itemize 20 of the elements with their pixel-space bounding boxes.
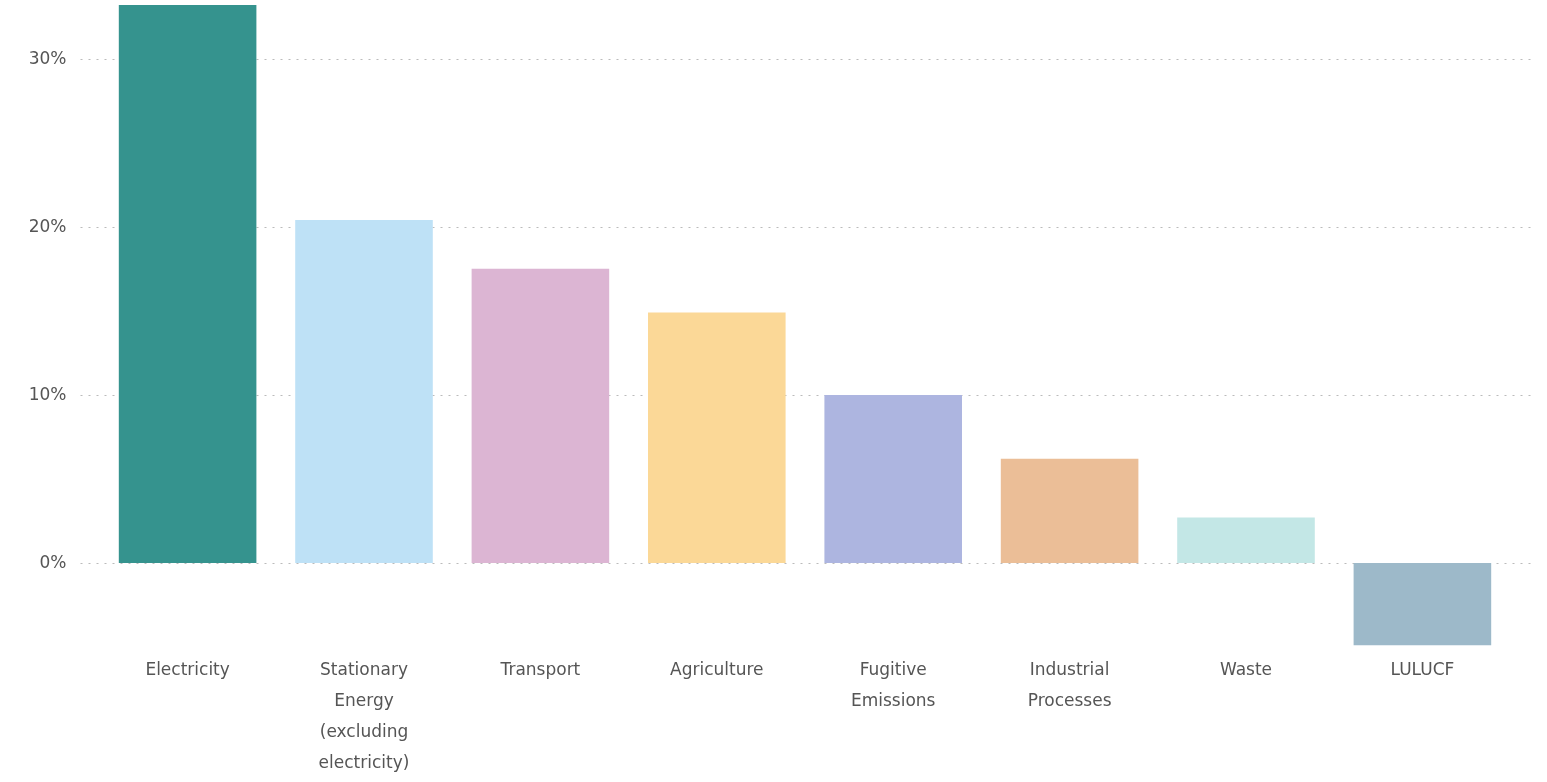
- y-tick-label: 10%: [28, 384, 67, 405]
- y-tick-label: 30%: [28, 48, 67, 69]
- x-tick-label: Transport: [499, 658, 581, 679]
- bar: [295, 220, 433, 563]
- x-tick-label: Waste: [1219, 658, 1273, 679]
- bar: [1353, 562, 1492, 646]
- x-tick-label: Industrial Processes: [1027, 658, 1112, 710]
- x-tick-label: Stationary Energy (excluding electricity): [318, 658, 410, 772]
- x-tick-label: LULUCF: [1390, 658, 1455, 679]
- bar: [118, 5, 257, 563]
- x-tick-label: Agriculture: [670, 658, 764, 679]
- bar: [824, 394, 962, 563]
- bar: [648, 312, 786, 563]
- y-tick-label: 0%: [39, 552, 67, 573]
- bar: [471, 268, 610, 563]
- bar: [1177, 517, 1315, 563]
- y-tick-label: 20%: [28, 216, 67, 237]
- x-tick-label: Fugitive Emissions: [850, 658, 936, 710]
- x-tick-label: Electricity: [145, 658, 230, 679]
- bar: [1000, 458, 1139, 563]
